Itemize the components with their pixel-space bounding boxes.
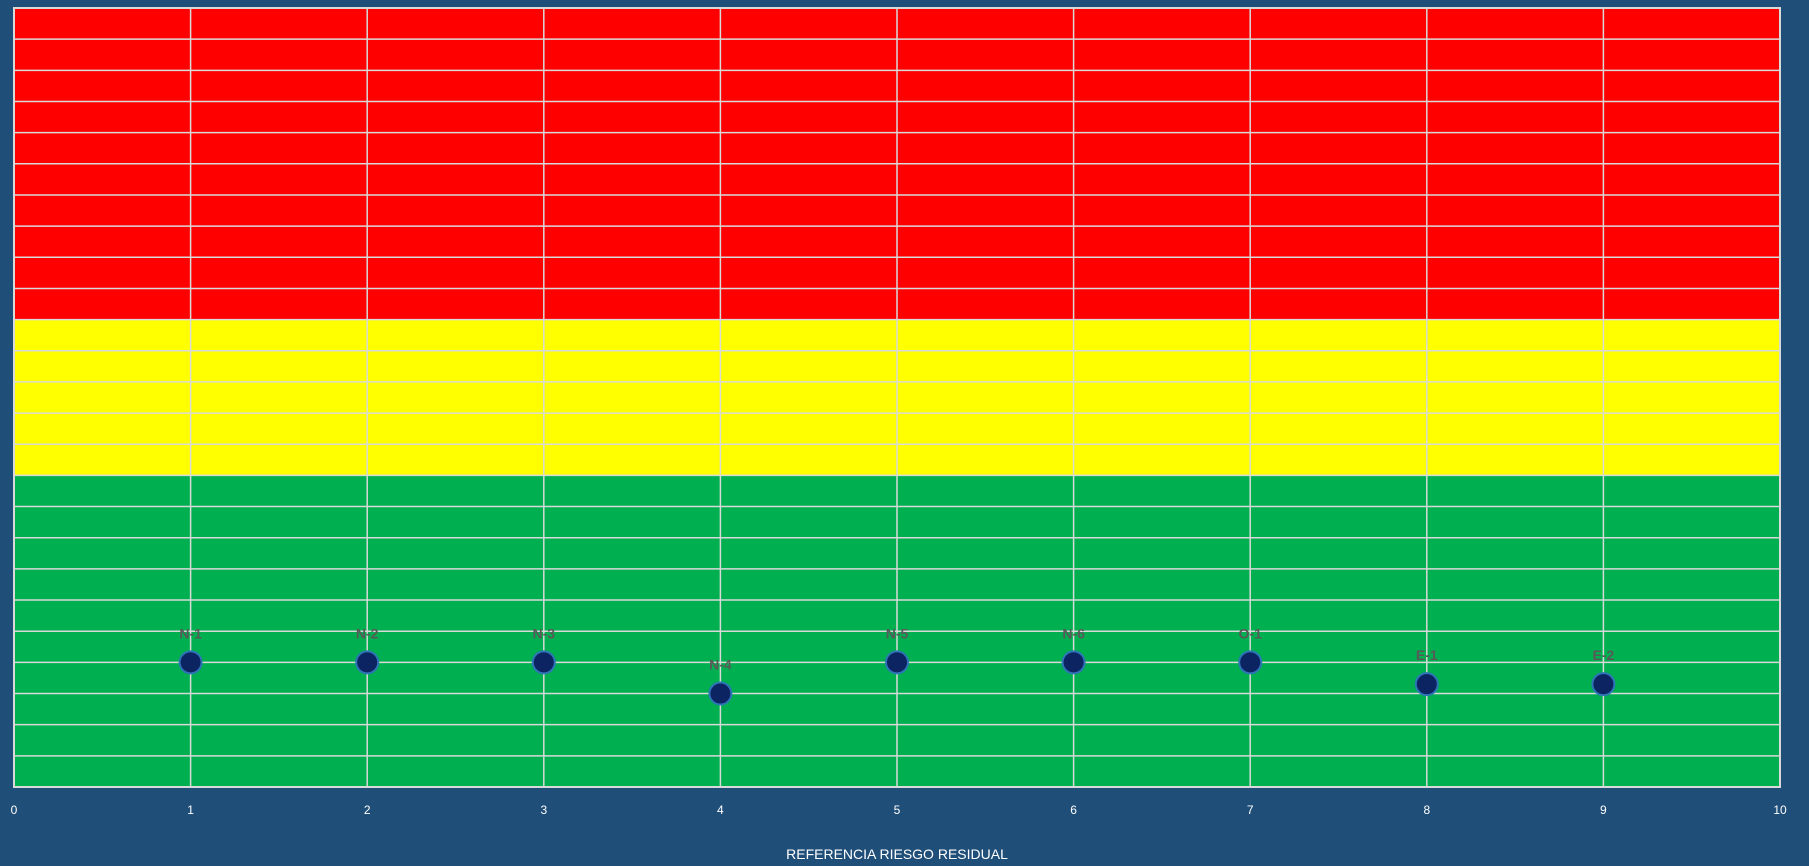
data-point-label: N-3 [533,625,556,641]
plot-frame [13,7,1781,788]
data-point-label: E-1 [1416,647,1438,663]
data-point [1414,672,1439,697]
data-point [885,650,909,675]
x-tick-label: 2 [364,803,371,817]
data-point [1238,650,1263,675]
x-tick-label: 1 [187,803,194,817]
data-point [708,681,733,706]
x-tick-label: 5 [894,803,901,817]
x-tick-label: 3 [540,803,547,817]
data-point [355,650,380,675]
x-tick-label: 10 [1773,803,1787,817]
data-point-label: N-4 [709,657,732,673]
data-point-label: N-6 [1062,625,1085,641]
data-point [178,650,203,675]
x-axis-title: REFERENCIA RIESGO RESIDUAL [786,846,1008,862]
data-point [531,650,556,675]
x-tick-label: 4 [717,803,724,817]
plot-border [13,7,1781,788]
x-tick-label: 7 [1247,803,1254,817]
x-tick-label: 8 [1423,803,1430,817]
data-point-label: O-1 [1239,625,1263,641]
data-point-label: N-2 [356,625,379,641]
data-point [1591,672,1616,697]
data-point-label: E-2 [1593,647,1615,663]
x-tick-label: 6 [1070,803,1077,817]
data-point-label: N-1 [179,625,202,641]
data-point [1061,650,1086,675]
data-point-label: N-5 [886,625,909,641]
x-tick-label: 9 [1600,803,1607,817]
data-points: N-1 N-2 N-3 N-4 N-5 N-6 O-1 E-1 E-2 [178,625,1616,706]
x-tick-labels: 0 1 2 3 4 5 6 7 8 9 10 [11,803,1787,817]
x-tick-label: 0 [11,803,18,817]
